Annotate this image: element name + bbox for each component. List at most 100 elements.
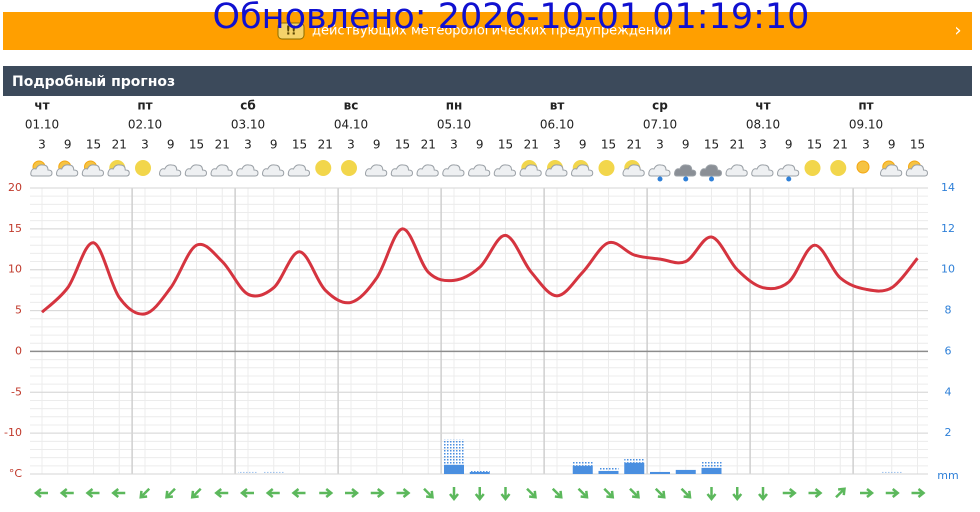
cloud <box>159 164 182 177</box>
precipitation-bar <box>238 471 258 474</box>
weather-icon <box>56 160 79 177</box>
raindrop <box>683 176 689 182</box>
weekday: чт <box>34 99 49 113</box>
hour: 9 <box>785 138 793 152</box>
precipitation-bar <box>444 464 464 474</box>
weather-icon <box>622 160 645 177</box>
weather-icon <box>545 160 568 177</box>
raindrop <box>657 176 663 182</box>
weather-icon <box>287 164 311 177</box>
precipitation-bar <box>598 466 619 471</box>
wind-arrow <box>911 488 926 498</box>
hour: 21 <box>421 138 436 152</box>
weather-icon <box>135 160 151 176</box>
y-tick-label: -10 <box>4 426 22 439</box>
banner-chevron[interactable]: › <box>954 20 961 41</box>
cloud <box>56 164 79 177</box>
wind-arrow <box>265 488 280 498</box>
y2-tick-label: 2 <box>945 426 952 439</box>
hour: 15 <box>704 138 719 152</box>
weekday: сб <box>240 99 256 113</box>
precipitation-bar <box>598 470 619 474</box>
wind-arrow <box>758 487 768 502</box>
precipitation-bar <box>572 460 593 466</box>
precipitation-bar <box>701 460 722 468</box>
precipitation-bar <box>263 471 284 474</box>
warning-icon-mark: !! <box>286 24 297 38</box>
warning-text[interactable]: действующих метеорологических предупрежд… <box>312 24 671 39</box>
weather-icon <box>725 164 748 177</box>
wind-arrow <box>190 487 202 499</box>
cloud <box>390 164 414 177</box>
warning-banner[interactable] <box>3 12 972 50</box>
hour: 21 <box>215 138 230 152</box>
hour: 9 <box>682 138 690 152</box>
hour: 9 <box>476 138 484 152</box>
cloud <box>81 164 105 177</box>
cloud <box>287 164 311 177</box>
cloud <box>236 164 259 177</box>
date: 07.10 <box>643 118 677 132</box>
wind-arrow <box>396 488 411 498</box>
weekday: вт <box>550 99 565 113</box>
cloud <box>674 164 697 177</box>
wind-arrow <box>474 487 485 502</box>
hour: 3 <box>347 138 355 152</box>
moon <box>315 160 332 176</box>
hour: 3 <box>656 138 664 152</box>
date: 05.10 <box>437 118 471 132</box>
cloud <box>571 164 594 177</box>
hour: 3 <box>141 138 149 152</box>
precipitation-bar <box>624 458 645 463</box>
cloud <box>648 164 671 177</box>
wind-arrow <box>654 487 666 499</box>
hour: 15 <box>807 138 822 152</box>
hour: 3 <box>553 138 561 152</box>
weather-icon <box>648 164 671 182</box>
weather-icon <box>107 160 130 177</box>
precipitation-bar <box>650 471 670 474</box>
weekday: пн <box>446 99 463 113</box>
weather-icon <box>699 164 723 182</box>
hour: 9 <box>888 138 896 152</box>
cloud <box>622 164 645 177</box>
weather-icon <box>390 164 414 177</box>
cloud <box>184 164 208 177</box>
date: 08.10 <box>746 118 780 132</box>
date: 01.10 <box>25 118 59 132</box>
weather-icon <box>159 164 182 177</box>
y2-tick-label: 4 <box>945 385 952 398</box>
wind-arrow <box>111 488 126 498</box>
weather-icon <box>880 160 903 177</box>
wind-arrow <box>449 487 459 502</box>
hour: 15 <box>86 138 101 152</box>
warning-icon <box>277 22 305 40</box>
weather-icon <box>674 164 697 182</box>
cloud <box>725 164 748 177</box>
cloud <box>262 164 285 177</box>
weekday: вс <box>344 99 359 113</box>
weekday: пт <box>137 99 152 113</box>
cloud <box>519 164 542 177</box>
cloud <box>30 164 53 177</box>
wind-arrow <box>85 488 100 498</box>
y2-tick-label: 14 <box>941 181 955 194</box>
weather-icon <box>519 160 542 177</box>
cloud <box>777 164 800 177</box>
wind-arrow <box>139 487 151 499</box>
wind-arrow <box>551 487 563 499</box>
hour: 3 <box>38 138 46 152</box>
weekday: пт <box>858 99 873 113</box>
date: 04.10 <box>334 118 368 132</box>
precipitation-bar <box>469 469 490 472</box>
cloud <box>468 164 491 177</box>
hour: 15 <box>292 138 307 152</box>
precipitation-bar <box>572 465 593 474</box>
precipitation-bar <box>701 467 722 474</box>
sun <box>856 160 870 174</box>
hour: 15 <box>498 138 513 152</box>
hour: 9 <box>167 138 175 152</box>
wind-arrow <box>629 487 640 499</box>
y-tick-label: 10 <box>8 263 22 276</box>
